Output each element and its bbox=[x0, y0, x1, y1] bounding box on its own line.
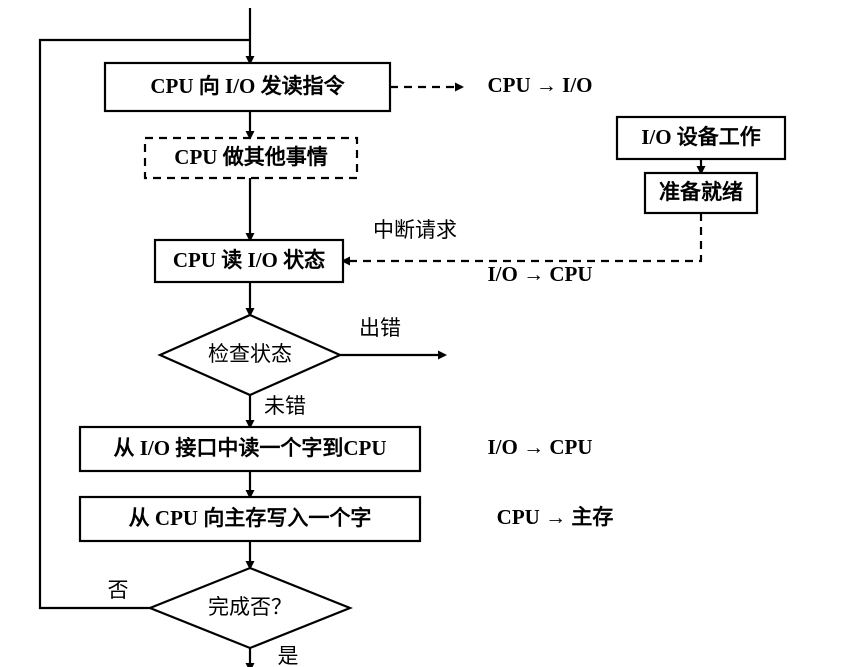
annotation-a4: CPU → 主存 bbox=[497, 505, 614, 529]
node-n4: 准备就绪 bbox=[645, 173, 757, 213]
annotation-yes: 是 bbox=[278, 644, 299, 667]
annotation-no: 否 bbox=[108, 578, 129, 602]
node-n5: CPU 读 I/O 状态 bbox=[155, 240, 343, 282]
svg-text:I/O 设备工作: I/O 设备工作 bbox=[641, 125, 761, 149]
annotation-intreq: 中断请求 bbox=[373, 218, 457, 242]
annotation-a3: I/O → CPU bbox=[488, 435, 593, 459]
svg-text:检查状态: 检查状态 bbox=[208, 342, 292, 366]
node-n9: 完成否？ bbox=[150, 568, 350, 648]
svg-text:CPU 读 I/O 状态: CPU 读 I/O 状态 bbox=[173, 248, 325, 272]
svg-text:准备就绪: 准备就绪 bbox=[659, 180, 743, 204]
svg-text:从 CPU 向主存写入一个字: 从 CPU 向主存写入一个字 bbox=[129, 506, 372, 530]
annotation-noerr: 未错 bbox=[264, 394, 306, 418]
node-n8: 从 CPU 向主存写入一个字 bbox=[80, 497, 420, 541]
node-n7: 从 I/O 接口中读一个字到CPU bbox=[80, 427, 420, 471]
annotation-a2: I/O → CPU bbox=[488, 262, 593, 286]
flowchart-canvas: CPU 向 I/O 发读指令 CPU 做其他事情 I/O 设备工作准备就绪 CPU 读… bbox=[0, 0, 841, 667]
svg-text:从 I/O 接口中读一个字到CPU: 从 I/O 接口中读一个字到CPU bbox=[114, 436, 387, 460]
annotation-err: 出错 bbox=[359, 316, 401, 340]
node-n1: CPU 向 I/O 发读指令 bbox=[105, 63, 390, 111]
node-n2: CPU 做其他事情 bbox=[145, 138, 357, 178]
svg-text:CPU 向 I/O 发读指令: CPU 向 I/O 发读指令 bbox=[150, 74, 345, 98]
node-n3: I/O 设备工作 bbox=[617, 117, 785, 159]
node-n6: 检查状态 bbox=[160, 315, 340, 395]
annotation-a1: CPU → I/O bbox=[488, 73, 593, 97]
svg-text:CPU 做其他事情: CPU 做其他事情 bbox=[174, 145, 327, 169]
svg-text:完成否？: 完成否？ bbox=[208, 595, 292, 619]
